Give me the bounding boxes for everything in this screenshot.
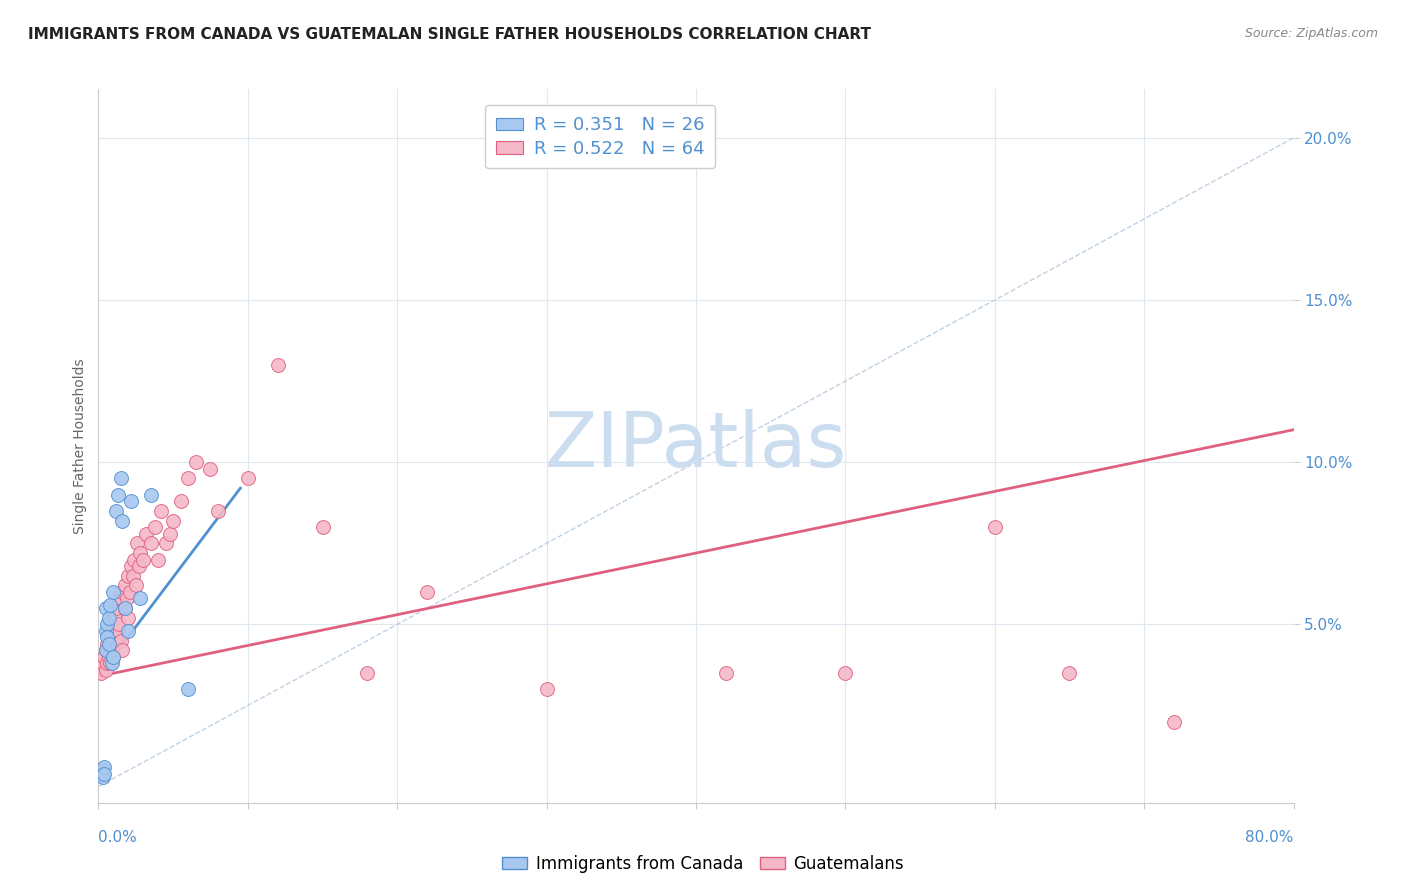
Point: [91, 770, 114, 784]
Point: [834, 666, 856, 681]
Point: [110, 471, 132, 485]
Point: [114, 601, 136, 615]
Legend: Immigrants from Canada, Guatemalans: Immigrants from Canada, Guatemalans: [496, 848, 910, 880]
Legend: R = 0.351   N = 26, R = 0.522   N = 64: R = 0.351 N = 26, R = 0.522 N = 64: [485, 105, 716, 169]
Point: [98, 657, 122, 671]
Point: [103, 585, 125, 599]
Point: [97, 643, 120, 657]
Point: [139, 488, 162, 502]
Point: [98, 598, 122, 612]
Point: [169, 494, 191, 508]
Point: [132, 552, 155, 566]
Point: [104, 637, 127, 651]
Point: [177, 682, 200, 697]
Point: [114, 578, 136, 592]
Point: [115, 591, 138, 606]
Point: [105, 631, 128, 645]
Point: [96, 657, 118, 671]
Text: Source: ZipAtlas.com: Source: ZipAtlas.com: [1244, 27, 1378, 40]
Text: 0.0%: 0.0%: [98, 830, 138, 845]
Y-axis label: Single Father Households: Single Father Households: [73, 359, 87, 533]
Point: [184, 455, 207, 469]
Point: [155, 536, 177, 550]
Point: [96, 637, 118, 651]
Point: [148, 552, 170, 566]
Point: [90, 666, 112, 681]
Point: [97, 649, 120, 664]
Point: [536, 682, 558, 697]
Point: [94, 643, 117, 657]
Point: [236, 471, 259, 485]
Point: [103, 649, 125, 664]
Point: [356, 666, 378, 681]
Text: IMMIGRANTS FROM CANADA VS GUATEMALAN SINGLE FATHER HOUSEHOLDS CORRELATION CHART: IMMIGRANTS FROM CANADA VS GUATEMALAN SIN…: [28, 27, 872, 42]
Point: [150, 504, 173, 518]
Point: [983, 520, 1005, 534]
Point: [124, 552, 146, 566]
Point: [97, 637, 120, 651]
Point: [311, 520, 333, 534]
Point: [416, 585, 439, 599]
Point: [1163, 714, 1185, 729]
Point: [118, 585, 141, 599]
Point: [121, 568, 143, 582]
Point: [96, 631, 118, 645]
Point: [127, 536, 149, 550]
Point: [200, 461, 222, 475]
Point: [91, 764, 114, 778]
Point: [177, 471, 200, 485]
Point: [101, 657, 124, 671]
Point: [1059, 666, 1081, 681]
Text: 80.0%: 80.0%: [1246, 830, 1294, 845]
Point: [94, 643, 117, 657]
Point: [105, 601, 128, 615]
Point: [96, 617, 118, 632]
Point: [135, 526, 157, 541]
Point: [105, 504, 128, 518]
Point: [101, 643, 124, 657]
Point: [97, 611, 120, 625]
Point: [104, 611, 127, 625]
Text: ZIPatlas: ZIPatlas: [544, 409, 848, 483]
Point: [128, 559, 150, 574]
Point: [114, 601, 136, 615]
Point: [125, 578, 148, 592]
Point: [111, 585, 134, 599]
Point: [90, 766, 112, 780]
Point: [120, 559, 142, 574]
Point: [94, 601, 117, 615]
Point: [103, 617, 125, 632]
Point: [108, 617, 131, 632]
Point: [91, 657, 114, 671]
Point: [94, 663, 117, 677]
Point: [117, 568, 139, 582]
Point: [162, 514, 184, 528]
Point: [117, 624, 139, 638]
Point: [93, 649, 115, 664]
Point: [107, 591, 129, 606]
Point: [93, 760, 115, 774]
Point: [207, 504, 229, 518]
Point: [143, 520, 166, 534]
Point: [107, 488, 129, 502]
Point: [139, 536, 162, 550]
Point: [159, 526, 181, 541]
Point: [94, 624, 117, 638]
Point: [110, 591, 132, 606]
Point: [129, 591, 152, 606]
Point: [98, 631, 122, 645]
Point: [120, 494, 142, 508]
Point: [110, 633, 132, 648]
Point: [714, 666, 737, 681]
Point: [111, 514, 134, 528]
Point: [101, 624, 124, 638]
Point: [107, 624, 129, 638]
Point: [129, 546, 152, 560]
Point: [103, 649, 125, 664]
Point: [93, 766, 115, 780]
Point: [267, 358, 290, 372]
Point: [111, 643, 134, 657]
Point: [117, 611, 139, 625]
